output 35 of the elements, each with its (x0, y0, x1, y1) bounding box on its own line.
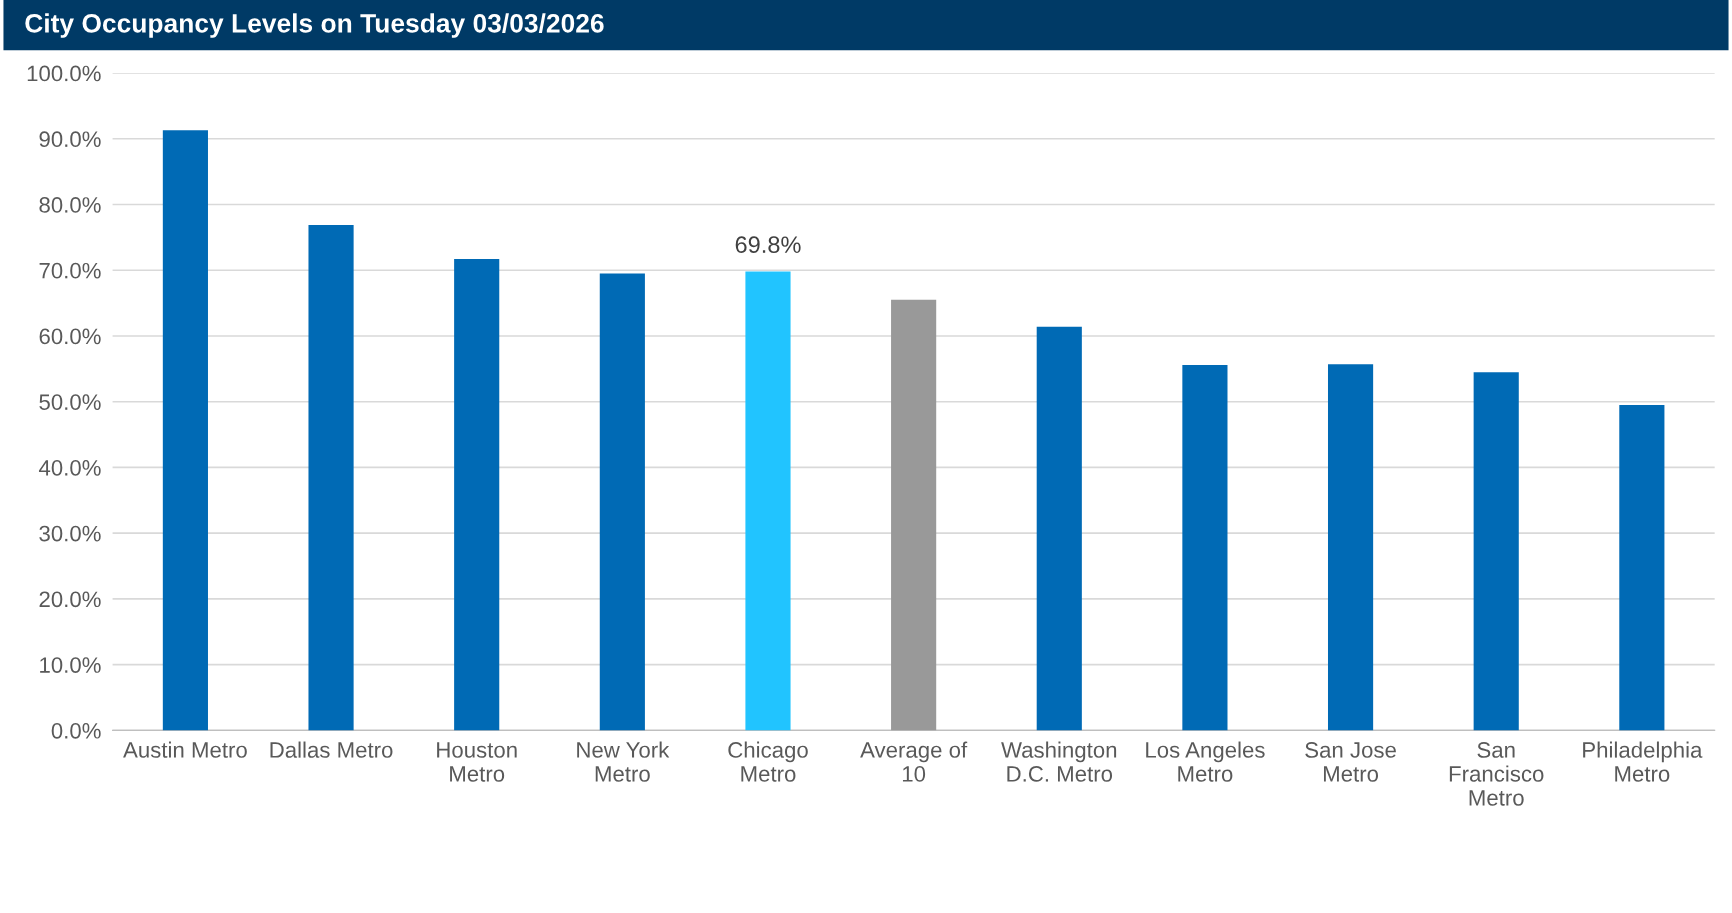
bar (1473, 372, 1519, 731)
bar (162, 130, 208, 731)
x-tick-label: Chicago Metro (728, 741, 808, 782)
y-tick-label: 40.0% (38, 459, 101, 476)
y-tick-label: 0.0% (51, 722, 101, 739)
x-tick-label: Los Angeles Metro (1146, 741, 1265, 782)
x-tick-label: Philadelphia Metro (1583, 741, 1703, 782)
y-tick-label: 50.0% (39, 394, 101, 410)
x-tick-label: Average of 10 (860, 741, 968, 782)
y-tick-label: 30.0% (39, 525, 101, 542)
x-tick-label: Washington D.C. Metro (1001, 741, 1117, 782)
y-tick-label: 20.0% (39, 591, 101, 608)
y-tick-label: 90.0% (39, 131, 101, 148)
bar (1182, 364, 1228, 731)
y-tick-label: 60.0% (39, 328, 101, 345)
x-tick-label: New York Metro (577, 741, 670, 782)
x-tick-label: Dallas Metro (270, 741, 393, 758)
bar (308, 224, 354, 731)
bar (454, 259, 500, 731)
bar (891, 299, 937, 731)
x-tick-label: Austin Metro (123, 741, 247, 758)
y-tick-label: 100.0% (27, 65, 101, 82)
bar (745, 271, 791, 731)
bar (1619, 405, 1665, 731)
chart-title: City Occupancy Levels on Tuesday 03/03/2026 (25, 13, 604, 38)
x-tick-label: Houston Metro (437, 742, 517, 782)
y-tick-label: 10.0% (40, 657, 101, 673)
y-tick-label: 80.0% (39, 197, 101, 213)
bar (1036, 326, 1082, 731)
data-label: 69.8% (735, 236, 801, 254)
y-tick-label: 70.0% (39, 262, 101, 279)
bar (599, 273, 645, 731)
x-tick-label: San Francisco Metro (1449, 742, 1544, 806)
bar (1327, 364, 1374, 731)
x-tick-label: San Jose Metro (1305, 742, 1396, 782)
